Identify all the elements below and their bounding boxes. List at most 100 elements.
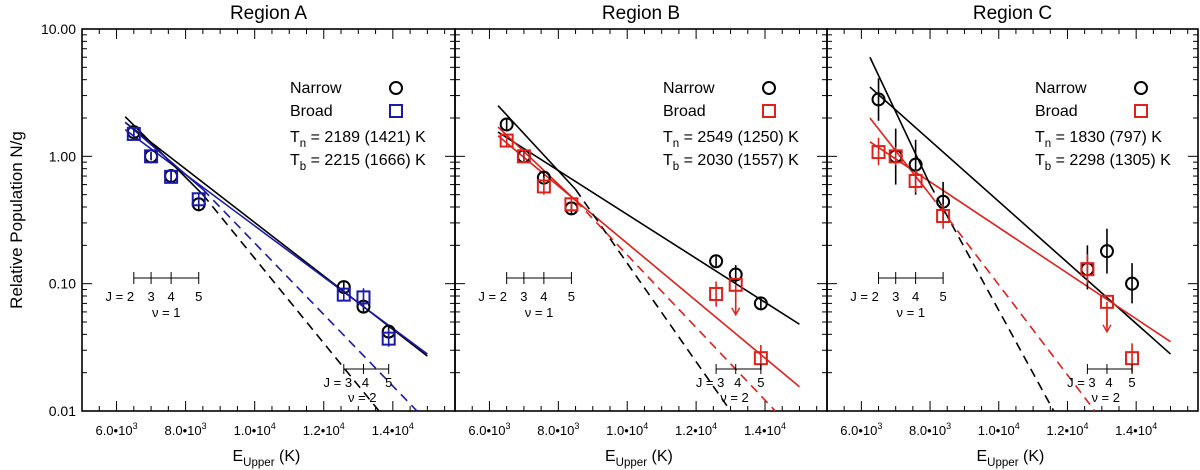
x-axis-label: EUpper (K) [977,448,1045,469]
broad-point [336,287,351,302]
v1-nu-label: ν = 1 [897,305,926,320]
x-tick-label: 1.4•104 [1115,421,1157,438]
x-tick-label: 6.0•103 [95,421,137,438]
broad-point [871,145,886,160]
x-tick-label: 6.0•103 [840,421,882,438]
v2-j-label: J = 3 [696,375,725,390]
narrow-point [1125,276,1140,291]
y-tick-label: 1.00 [49,148,76,164]
legend-narrow-label: Narrow [663,80,715,97]
v1-j-label: J = 2 [106,289,135,304]
legend-tn-text: Tn = 1830 (797) K [1035,129,1162,150]
x-tick-label: 1.0•104 [978,421,1020,438]
x-tick-label: 1.2•104 [675,421,717,438]
x-tick-label: 1.2•104 [1046,421,1088,438]
legend-tb-text: Tb = 2215 (1666) K [290,152,426,173]
v2-j-label: 5 [385,375,392,390]
v1-j-label: 5 [195,289,202,304]
legend-broad-label: Broad [290,103,333,120]
v1-j-label: 5 [939,289,946,304]
v1-j-label: 3 [892,289,899,304]
broad-extrapolated-fit-line [574,199,776,412]
y-axis-label: Relative Population N/g [7,131,26,309]
legend-broad-marker [1134,104,1148,118]
panel-title: Region A [230,3,307,24]
v1-j-label: J = 2 [850,289,879,304]
broad-point [356,290,371,305]
x-tick-label: 1.0•104 [606,421,648,438]
legend-narrow-label: Narrow [1035,80,1087,97]
panel-title: Region B [602,3,680,24]
broad-point [126,126,141,141]
narrow-extrapolated-fit-line [202,194,380,412]
x-tick-label: 1.0•104 [234,421,276,438]
legend-tb-text: Tb = 2298 (1305) K [1035,152,1171,173]
v2-nu-label: ν = 2 [348,390,377,405]
broad-point [709,286,724,301]
legend-broad-marker [389,104,403,118]
x-tick-label: 8.0•103 [165,421,207,438]
v1-nu-label: ν = 1 [525,305,554,320]
v1-j-label: 5 [568,289,575,304]
y-tick-label: 0.01 [49,403,76,419]
y-tick-label: 0.10 [49,276,76,292]
panel-1: Region A 10.00 1.00 0.10 0.01 6.0•103 8.0•103 1… [41,3,456,469]
broad-fit-line [497,135,800,388]
broad-point [564,197,579,212]
broad-point [499,133,514,148]
narrow-point [1099,244,1114,259]
broad-fit-line [497,126,577,202]
narrow-fit-line [869,86,1172,355]
v1-j-label: 4 [167,289,174,304]
broad-extrapolated-fit-line [202,188,418,412]
x-tick-label: 1.4•104 [744,421,786,438]
plot-frame [826,28,1199,412]
x-tick-label: 6.0•103 [468,421,510,438]
broad-point [516,149,531,164]
legend-narrow-marker [762,81,776,95]
v1-j-label: 4 [912,289,919,304]
panel-title: Region C [973,3,1052,24]
narrow-extrapolated-fit-line [929,184,1055,412]
narrow-point [871,92,886,107]
plot-frame [81,28,456,412]
broad-point [381,331,396,346]
broad-extrapolated-fit-line [929,194,1096,412]
x-tick-label: 1.4•104 [372,421,414,438]
legend-tn-text: Tn = 2189 (1421) K [290,129,426,150]
broad-point [908,174,923,189]
broad-point [888,149,903,164]
v2-nu-label: ν = 2 [1091,390,1120,405]
narrow-fit-line [497,131,800,325]
upper-limit-arrowhead [731,307,741,317]
v2-j-label: J = 3 [324,375,353,390]
v1-j-label: 3 [520,289,527,304]
v1-j-label: 3 [147,289,154,304]
narrow-fit-line [869,56,931,185]
broad-point [164,169,179,184]
broad-point [1080,262,1095,277]
legend-narrow-marker [389,81,403,95]
v1-j-label: 4 [540,289,547,304]
v2-j-label: 4 [1105,375,1112,390]
v2-j-label: J = 3 [1067,375,1096,390]
legend-narrow-marker [1134,81,1148,95]
panel-3: Region C 6.0•103 8.0•103 1.0•104 1.2•104 1.4•… [826,3,1199,469]
broad-point [144,149,159,164]
broad-point [536,179,551,194]
legend-narrow-label: Narrow [290,80,342,97]
v2-nu-label: ν = 2 [720,390,749,405]
v2-j-label: 4 [734,375,741,390]
x-axis-label: EUpper (K) [605,448,673,469]
narrow-point [728,267,743,282]
plot-frame [454,28,828,412]
narrow-extrapolated-fit-line [574,188,732,412]
legend-broad-marker [762,104,776,118]
narrow-point [499,117,514,132]
v2-j-label: 5 [1128,375,1135,390]
broad-point [191,192,206,207]
y-tick-label: 10.00 [41,21,76,37]
legend-tn-text: Tn = 2549 (1250) K [663,129,799,150]
v1-j-label: J = 2 [478,289,507,304]
